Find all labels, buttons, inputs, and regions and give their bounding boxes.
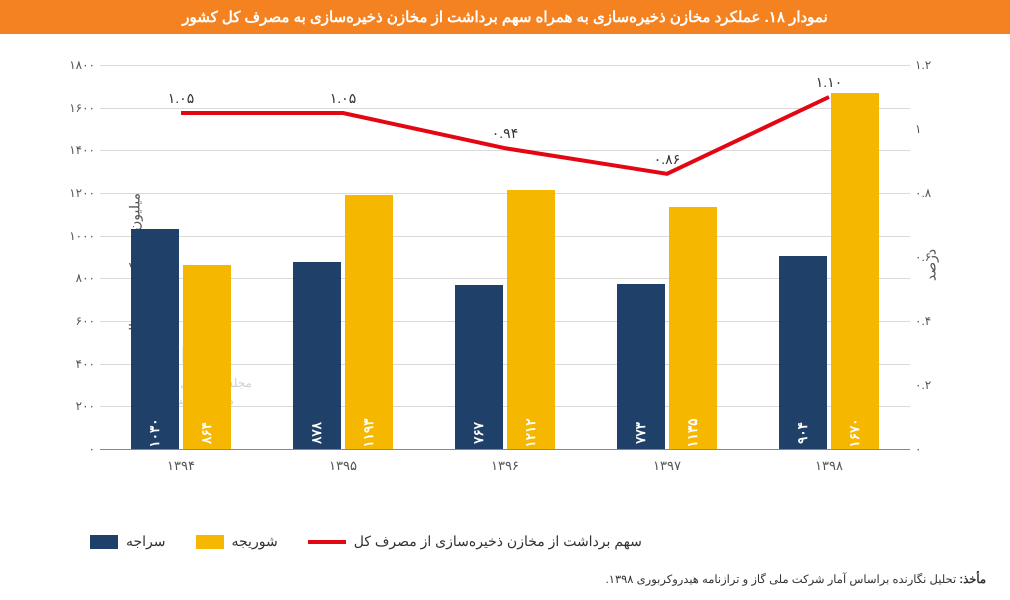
- legend-label: سراجه: [126, 533, 166, 550]
- x-tick: ۱۳۹۵: [329, 458, 357, 474]
- y-left-tick: ۱۴۰۰: [55, 143, 95, 157]
- legend-item-share: سهم برداشت از مخازن ذخیره‌سازی از مصرف ک…: [308, 533, 642, 550]
- legend: سراجه شوریجه سهم برداشت از مخازن ذخیره‌ساز…: [90, 533, 920, 550]
- source-prefix: مأخذ:: [959, 574, 986, 586]
- x-tick: ۱۳۹۶: [491, 458, 519, 474]
- legend-swatch: [90, 535, 118, 549]
- line-value-label: ۰.۸۶: [654, 151, 680, 168]
- x-tick: ۱۳۹۸: [815, 458, 843, 474]
- plot-region: مجلس شورای اسلامی مرکز پژوهش‌ها ۰۲۰۰۴۰۰۶…: [100, 65, 910, 450]
- y-right-tick: ۰.۴: [915, 314, 960, 328]
- y-left-tick: ۱۰۰۰: [55, 229, 95, 243]
- chart-title: نمودار ۱۸. عملکرد مخازن ذخیره‌سازی به هم…: [0, 0, 1010, 34]
- y-right-tick: ۱: [915, 122, 960, 136]
- y-left-tick: ۱۸۰۰: [55, 58, 95, 72]
- y-right-tick: ۱.۲: [915, 58, 960, 72]
- y-left-tick: ۱۲۰۰: [55, 186, 95, 200]
- x-tick: ۱۳۹۴: [167, 458, 195, 474]
- y-right-tick: ۰: [915, 442, 960, 456]
- legend-label: سهم برداشت از مخازن ذخیره‌سازی از مصرف ک…: [354, 533, 642, 550]
- y-left-tick: ۰: [55, 442, 95, 456]
- legend-label: شوریجه: [232, 533, 278, 550]
- chart-area: میلیون مترمکعب در سال درصد مجلس شورای اس…: [55, 45, 955, 485]
- line-series: [100, 65, 910, 449]
- line-value-label: ۱.۱۰: [816, 74, 842, 91]
- y-left-tick: ۶۰۰: [55, 314, 95, 328]
- source-note: مأخذ: تحلیل نگارنده براساس آمار شرکت ملی…: [606, 572, 986, 586]
- legend-swatch: [308, 540, 346, 544]
- y-right-tick: ۰.۲: [915, 378, 960, 392]
- line-value-label: ۰.۹۴: [492, 125, 518, 142]
- y-left-tick: ۸۰۰: [55, 271, 95, 285]
- legend-item-sarajeh: سراجه: [90, 533, 166, 550]
- y-left-tick: ۱۶۰۰: [55, 101, 95, 115]
- y-left-tick: ۴۰۰: [55, 357, 95, 371]
- legend-swatch: [196, 535, 224, 549]
- source-text: تحلیل نگارنده براساس آمار شرکت ملی گاز و…: [606, 574, 960, 586]
- y-right-tick: ۰.۶: [915, 250, 960, 264]
- line-value-label: ۱.۰۵: [168, 90, 194, 107]
- legend-item-shurijeh: شوریجه: [196, 533, 278, 550]
- y-left-tick: ۲۰۰: [55, 399, 95, 413]
- y-right-tick: ۰.۸: [915, 186, 960, 200]
- x-tick: ۱۳۹۷: [653, 458, 681, 474]
- line-value-label: ۱.۰۵: [330, 90, 356, 107]
